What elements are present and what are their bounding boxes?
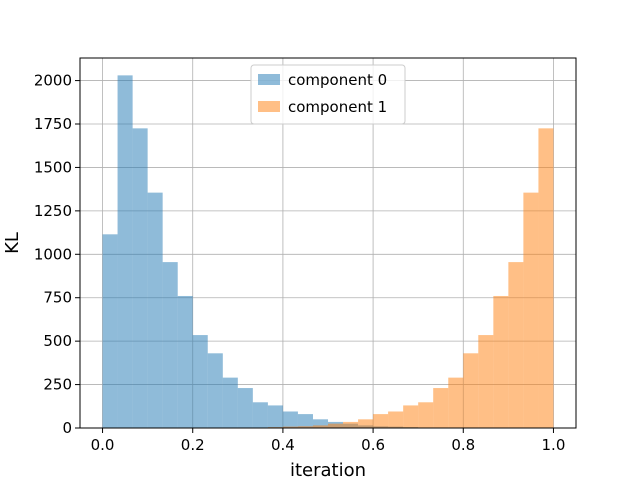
histogram-bar bbox=[132, 128, 148, 428]
x-tick-label: 1.0 bbox=[542, 436, 566, 454]
histogram-bar bbox=[162, 262, 178, 428]
y-tick-label: 1250 bbox=[34, 202, 72, 220]
histogram-bar bbox=[328, 423, 344, 428]
histogram-bar bbox=[177, 295, 193, 428]
x-tick-label: 0.0 bbox=[91, 436, 115, 454]
x-tick-label: 0.8 bbox=[451, 436, 475, 454]
histogram-bar bbox=[312, 425, 328, 428]
y-tick-label: 750 bbox=[43, 289, 72, 307]
histogram-bar bbox=[358, 419, 374, 428]
y-tick-label: 1500 bbox=[34, 158, 72, 176]
y-tick-label: 250 bbox=[43, 376, 72, 394]
histogram-bar bbox=[252, 402, 268, 428]
x-tick-label: 0.4 bbox=[271, 436, 295, 454]
histogram-bar bbox=[237, 388, 253, 428]
histogram-bar bbox=[433, 388, 449, 428]
y-axis-ticks: 0 250 500 750 1000 1250 1500 1750 2000 bbox=[34, 72, 80, 437]
legend: component 0 component 1 bbox=[250, 64, 406, 125]
x-tick-label: 0.6 bbox=[361, 436, 385, 454]
histogram-bar bbox=[207, 353, 223, 428]
histogram-bar bbox=[297, 426, 313, 428]
histogram-bar bbox=[448, 377, 464, 428]
histogram-bar bbox=[102, 234, 118, 428]
x-axis-ticks: 0.0 0.2 0.4 0.6 0.8 1.0 bbox=[91, 428, 566, 454]
series-1-bars bbox=[267, 128, 554, 428]
histogram-bar bbox=[117, 75, 133, 428]
y-tick-label: 0 bbox=[62, 419, 72, 437]
histogram-bars bbox=[102, 75, 554, 428]
histogram-bar bbox=[388, 411, 404, 428]
histogram-bar bbox=[282, 426, 298, 428]
plot-area-frame bbox=[79, 57, 577, 429]
histogram-bar bbox=[508, 262, 524, 428]
histogram-bar bbox=[418, 402, 434, 428]
legend-swatch-component-0 bbox=[258, 74, 280, 85]
histogram-bar bbox=[297, 414, 313, 428]
y-tick-label: 1000 bbox=[34, 245, 72, 263]
histogram-bar bbox=[373, 414, 389, 428]
histogram-bar bbox=[493, 295, 509, 428]
histogram-bar bbox=[312, 419, 328, 428]
histogram-bar bbox=[222, 377, 238, 428]
histogram-bar bbox=[463, 353, 479, 428]
y-tick-label: 1750 bbox=[34, 115, 72, 133]
series-0-bars bbox=[102, 75, 419, 428]
histogram-bar bbox=[343, 421, 359, 428]
x-axis-label: iteration bbox=[290, 460, 366, 480]
histogram-bar bbox=[267, 405, 283, 428]
histogram-bar bbox=[538, 128, 554, 428]
histogram-bar bbox=[478, 335, 494, 428]
histogram-bar bbox=[403, 405, 419, 428]
x-tick-label: 0.2 bbox=[181, 436, 205, 454]
histogram-bar bbox=[147, 192, 163, 428]
histogram-bar bbox=[192, 335, 208, 428]
legend-label-component-0: component 0 bbox=[288, 71, 387, 89]
y-tick-label: 500 bbox=[43, 332, 72, 350]
legend-label-component-1: component 1 bbox=[288, 98, 387, 116]
legend-swatch-component-1 bbox=[258, 101, 280, 112]
legend-box bbox=[250, 64, 406, 125]
histogram-bar bbox=[282, 411, 298, 428]
y-tick-label: 2000 bbox=[34, 72, 72, 90]
histogram-bar bbox=[523, 192, 539, 428]
y-axis-label: KL bbox=[2, 232, 23, 254]
